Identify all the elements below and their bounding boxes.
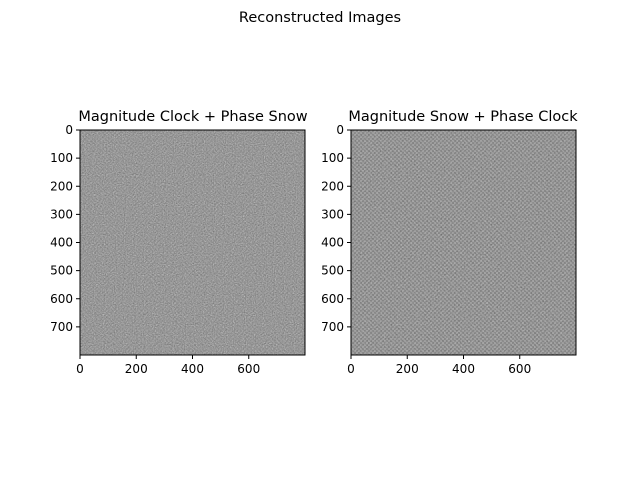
image-plot bbox=[80, 130, 305, 355]
x-tick-label: 200 bbox=[125, 362, 148, 376]
x-tick-label: 0 bbox=[76, 362, 84, 376]
y-tick-label: 600 bbox=[321, 292, 344, 306]
figure-title: Reconstructed Images bbox=[239, 10, 401, 26]
y-tick-label: 300 bbox=[321, 207, 344, 221]
x-tick-label: 400 bbox=[181, 362, 204, 376]
y-tick-label: 600 bbox=[50, 292, 73, 306]
x-tick-label: 0 bbox=[347, 362, 355, 376]
y-tick-label: 400 bbox=[321, 236, 344, 250]
y-tick-label: 500 bbox=[321, 264, 344, 278]
y-ticks: 0 100 200 300 400 500 600 700 bbox=[321, 123, 351, 334]
y-tick-label: 400 bbox=[50, 236, 73, 250]
y-tick-label: 700 bbox=[321, 320, 344, 334]
axes-title: Magnitude Clock + Phase Snow bbox=[78, 109, 307, 125]
y-tick-label: 300 bbox=[50, 207, 73, 221]
x-tick-label: 600 bbox=[508, 362, 531, 376]
y-tick-label: 200 bbox=[321, 179, 344, 193]
y-tick-label: 700 bbox=[50, 320, 73, 334]
y-tick-label: 200 bbox=[50, 179, 73, 193]
y-tick-label: 100 bbox=[321, 151, 344, 165]
x-tick-label: 400 bbox=[452, 362, 475, 376]
x-ticks: 0 200 400 600 bbox=[76, 355, 260, 376]
x-ticks: 0 200 400 600 bbox=[347, 355, 531, 376]
axes-magnitude-clock-phase-snow: Magnitude Clock + Phase Snow 0 200 400 600 … bbox=[50, 109, 308, 376]
y-tick-label: 100 bbox=[50, 151, 73, 165]
x-tick-label: 200 bbox=[396, 362, 419, 376]
y-ticks: 0 100 200 300 400 500 600 700 bbox=[50, 123, 80, 334]
axes-title: Magnitude Snow + Phase Clock bbox=[348, 109, 578, 125]
y-tick-label: 0 bbox=[65, 123, 73, 137]
y-tick-label: 500 bbox=[50, 264, 73, 278]
y-tick-label: 0 bbox=[336, 123, 344, 137]
axes-magnitude-snow-phase-clock: Magnitude Snow + Phase Clock 0 200 400 600 … bbox=[321, 109, 578, 376]
x-tick-label: 600 bbox=[237, 362, 260, 376]
image-plot bbox=[351, 130, 576, 355]
